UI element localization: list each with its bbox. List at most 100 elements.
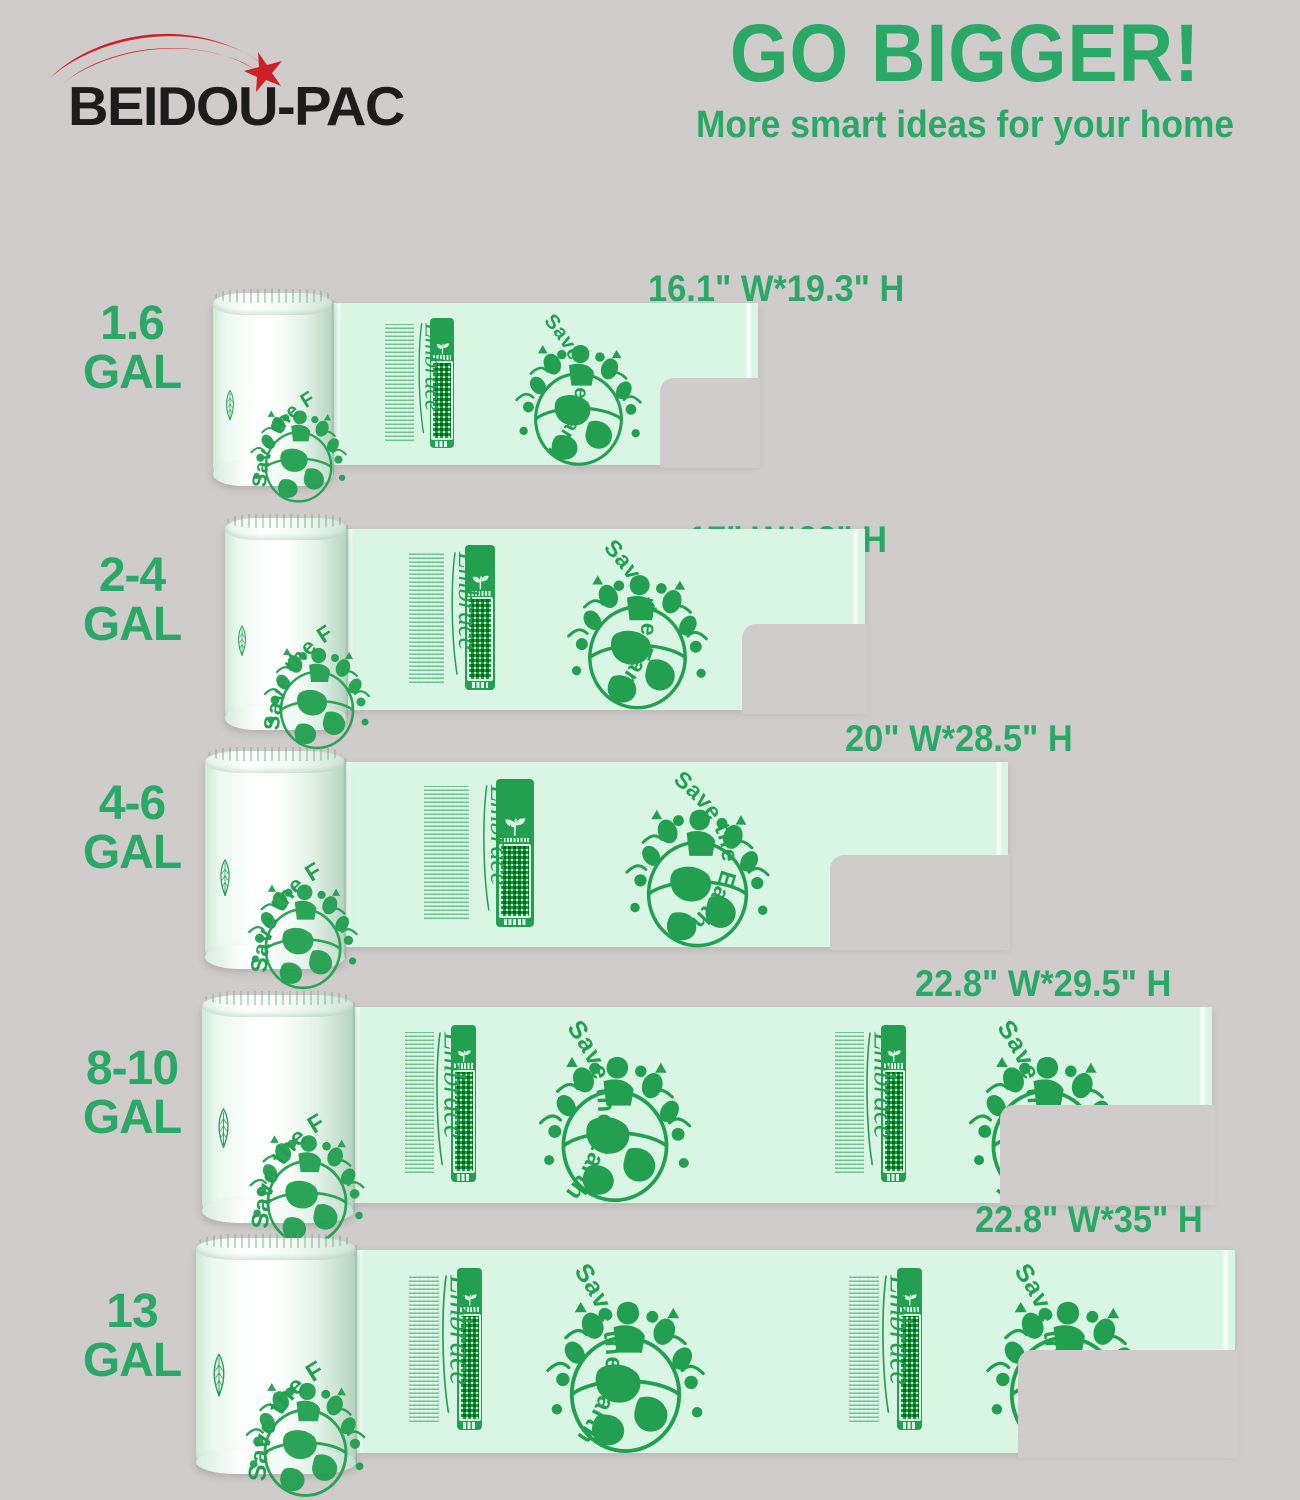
sheet-highlight-right [852, 529, 859, 710]
globe-earth-graphic [257, 632, 377, 752]
home-label [471, 682, 489, 689]
roll-seam [345, 525, 348, 719]
compostable-label [883, 1063, 904, 1069]
cert-code-panel [898, 1313, 921, 1421]
save-the-earth-curved-text: Save the Earth [573, 534, 698, 712]
swoosh-star-icon [50, 33, 282, 92]
leaf-icon [237, 612, 247, 670]
home-label [456, 1173, 471, 1181]
embrace-script-text: Embrace [425, 1031, 480, 1172]
embrace-script-text: Embrace [871, 1274, 927, 1420]
fine-print-text-block [424, 786, 469, 919]
save-the-earth-curved-text: Save the Earth [541, 1015, 644, 1206]
seedling-icon [503, 816, 527, 836]
embrace-script-text: Embrace [433, 551, 500, 681]
cert-code-panel [452, 1069, 475, 1173]
roll-top-edge [205, 751, 345, 773]
bag-print-panel: Embrace Save the Earth [392, 529, 808, 710]
roll-perforated-edge [227, 514, 345, 528]
embrace-script-text: Embrace [431, 1274, 487, 1420]
compostable-label [500, 837, 530, 843]
capacity-value: 2-4 [98, 549, 166, 602]
bag-roll: Save the Future [212, 289, 347, 503]
subheadline: More smart ideas for your home [695, 104, 1235, 147]
bag-roll: Save the Future [195, 1234, 366, 1497]
capacity-unit: GAL [82, 1090, 182, 1144]
embrace-script-text: Embrace [855, 1031, 910, 1172]
compostable-certification-badge [457, 1268, 482, 1430]
svg-text:Embrace: Embrace [444, 1274, 479, 1385]
seedling-icon [886, 1049, 902, 1063]
svg-text:Embrace: Embrace [484, 784, 516, 886]
bag-print-panel: Embrace Save the Earth [403, 762, 935, 948]
roll-top-edge [196, 1238, 356, 1260]
headline: GO BIGGER! [729, 8, 1201, 99]
seedling-icon [462, 1293, 478, 1306]
roll-seam [343, 758, 346, 958]
capacity-label: 4-6 GAL [62, 779, 202, 879]
capacity-label: 13 GAL [62, 1287, 202, 1386]
globe-earth-graphic [244, 396, 353, 505]
svg-text:Embrace: Embrace [452, 551, 483, 650]
globe-earth-graphic [558, 554, 717, 713]
roll-perforated-edge [205, 991, 351, 1005]
globe-earth-graphic [529, 1034, 701, 1206]
headline-block: GO BIGGER! More smart ideas for your hom… [640, 8, 1290, 147]
fine-print-text-block [835, 1032, 864, 1173]
capacity-value: 8-10 [85, 1042, 179, 1095]
sheet-step-notch [742, 624, 868, 714]
compostable-certification-badge [451, 1025, 476, 1182]
bag-roll: Save the Future [201, 991, 365, 1246]
capacity-label: 2-4 GAL [62, 549, 202, 651]
embrace-script-text: Embrace [405, 322, 459, 439]
sheet-step-notch [1018, 1350, 1238, 1458]
home-label [902, 1421, 917, 1429]
dimension-label: 22.8" W*35" H [975, 1199, 1203, 1240]
bag-print-panel: Embrace Save the Earth [371, 303, 711, 467]
seedling-icon [435, 342, 450, 355]
compostable-label [459, 1306, 480, 1313]
bag-print-panel: Embrace Save the Earth [391, 1007, 735, 1206]
leaf-icon [219, 848, 231, 908]
cert-code-panel [467, 597, 493, 682]
globe-earth-graphic [616, 788, 779, 951]
sheet-step-notch [830, 855, 1010, 950]
save-the-earth-curved-text: Save the Earth [519, 310, 621, 467]
bag-roll: Save the Future [203, 747, 358, 990]
svg-text:Embrace: Embrace [884, 1274, 919, 1385]
compostable-certification-badge [897, 1268, 922, 1430]
bag-sheet: Embrace Save the Earth [343, 762, 1008, 948]
roll-perforated-edge [207, 747, 343, 761]
roll-top-edge [213, 293, 333, 315]
fine-print-text-block [405, 1032, 434, 1173]
roll-cylinder-body [196, 1245, 356, 1463]
capacity-label: 1.6 GAL [62, 299, 202, 398]
fine-print-text-block [409, 553, 444, 683]
roll-seam [331, 300, 334, 475]
capacity-unit: GAL [82, 825, 182, 879]
leaf-icon [217, 1097, 230, 1160]
svg-text:Embrace: Embrace [867, 1031, 901, 1138]
globe-earth-graphic [507, 326, 650, 469]
svg-text:Embrace: Embrace [437, 1031, 471, 1138]
roll-perforated-edge [199, 1234, 353, 1248]
dimension-label: 16.1" W*19.3" H [648, 268, 905, 309]
cert-code-panel [882, 1069, 905, 1173]
globe-earth-graphic [238, 1365, 373, 1500]
brand-logo: BEIDOU-PAC [40, 28, 440, 138]
capacity-unit: GAL [82, 597, 182, 651]
sheet-highlight-left [348, 529, 354, 710]
fine-print-text-block [849, 1276, 879, 1422]
brand-name: BEIDOU-PAC [68, 75, 405, 137]
leaf-icon [225, 379, 235, 432]
compostable-certification-badge [496, 779, 534, 927]
compostable-certification-badge [430, 318, 454, 448]
sheet-highlight-right [995, 762, 1002, 947]
globe-earth-graphic [241, 868, 365, 992]
